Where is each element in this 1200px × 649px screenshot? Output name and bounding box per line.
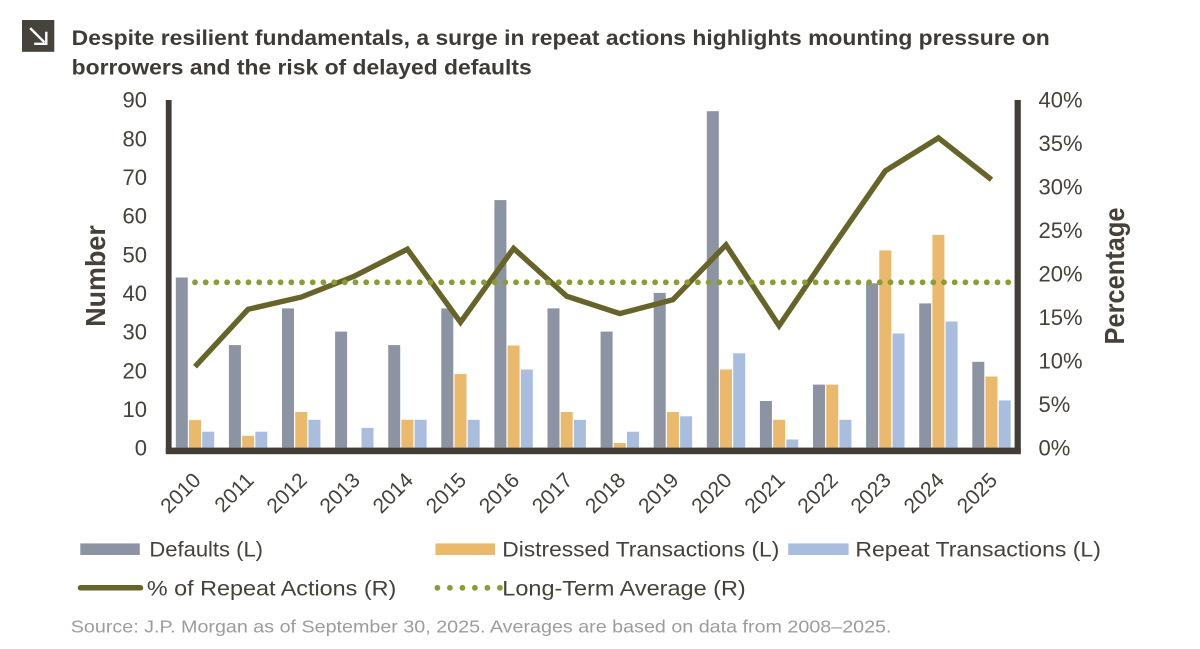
svg-text:20: 20 [123, 358, 147, 383]
svg-text:Repeat Transactions (L): Repeat Transactions (L) [855, 538, 1101, 562]
svg-text:60: 60 [123, 204, 147, 229]
svg-text:Defaults (L): Defaults (L) [149, 538, 263, 562]
svg-text:0: 0 [135, 436, 147, 461]
svg-text:Despite resilient fundamentals: Despite resilient fundamentals, a surge … [72, 26, 1050, 50]
svg-text:Source: J.P. Morgan as of Sept: Source: J.P. Morgan as of September 30, … [71, 617, 892, 637]
svg-text:5%: 5% [1039, 392, 1071, 417]
svg-text:Distressed Transactions (L): Distressed Transactions (L) [502, 538, 779, 562]
svg-text:10%: 10% [1039, 349, 1083, 374]
svg-text:70: 70 [123, 165, 147, 190]
svg-text:25%: 25% [1039, 218, 1083, 243]
svg-text:30: 30 [123, 320, 147, 345]
svg-text:% of Repeat Actions (R): % of Repeat Actions (R) [147, 576, 396, 600]
svg-text:Long-Term Average (R): Long-Term Average (R) [502, 576, 745, 600]
svg-text:35%: 35% [1039, 131, 1083, 156]
svg-text:10: 10 [123, 397, 147, 422]
svg-text:40: 40 [123, 281, 147, 306]
svg-text:15%: 15% [1039, 305, 1083, 330]
svg-text:Number: Number [80, 225, 111, 327]
svg-text:80: 80 [123, 126, 147, 151]
svg-text:40%: 40% [1039, 88, 1083, 113]
svg-text:Percentage: Percentage [1099, 208, 1130, 345]
svg-text:30%: 30% [1039, 175, 1083, 200]
svg-text:20%: 20% [1039, 262, 1083, 287]
svg-text:50: 50 [123, 242, 147, 267]
svg-text:90: 90 [123, 88, 147, 113]
svg-text:0%: 0% [1039, 436, 1071, 461]
svg-text:borrowers and the risk of dela: borrowers and the risk of delayed defaul… [72, 56, 532, 80]
